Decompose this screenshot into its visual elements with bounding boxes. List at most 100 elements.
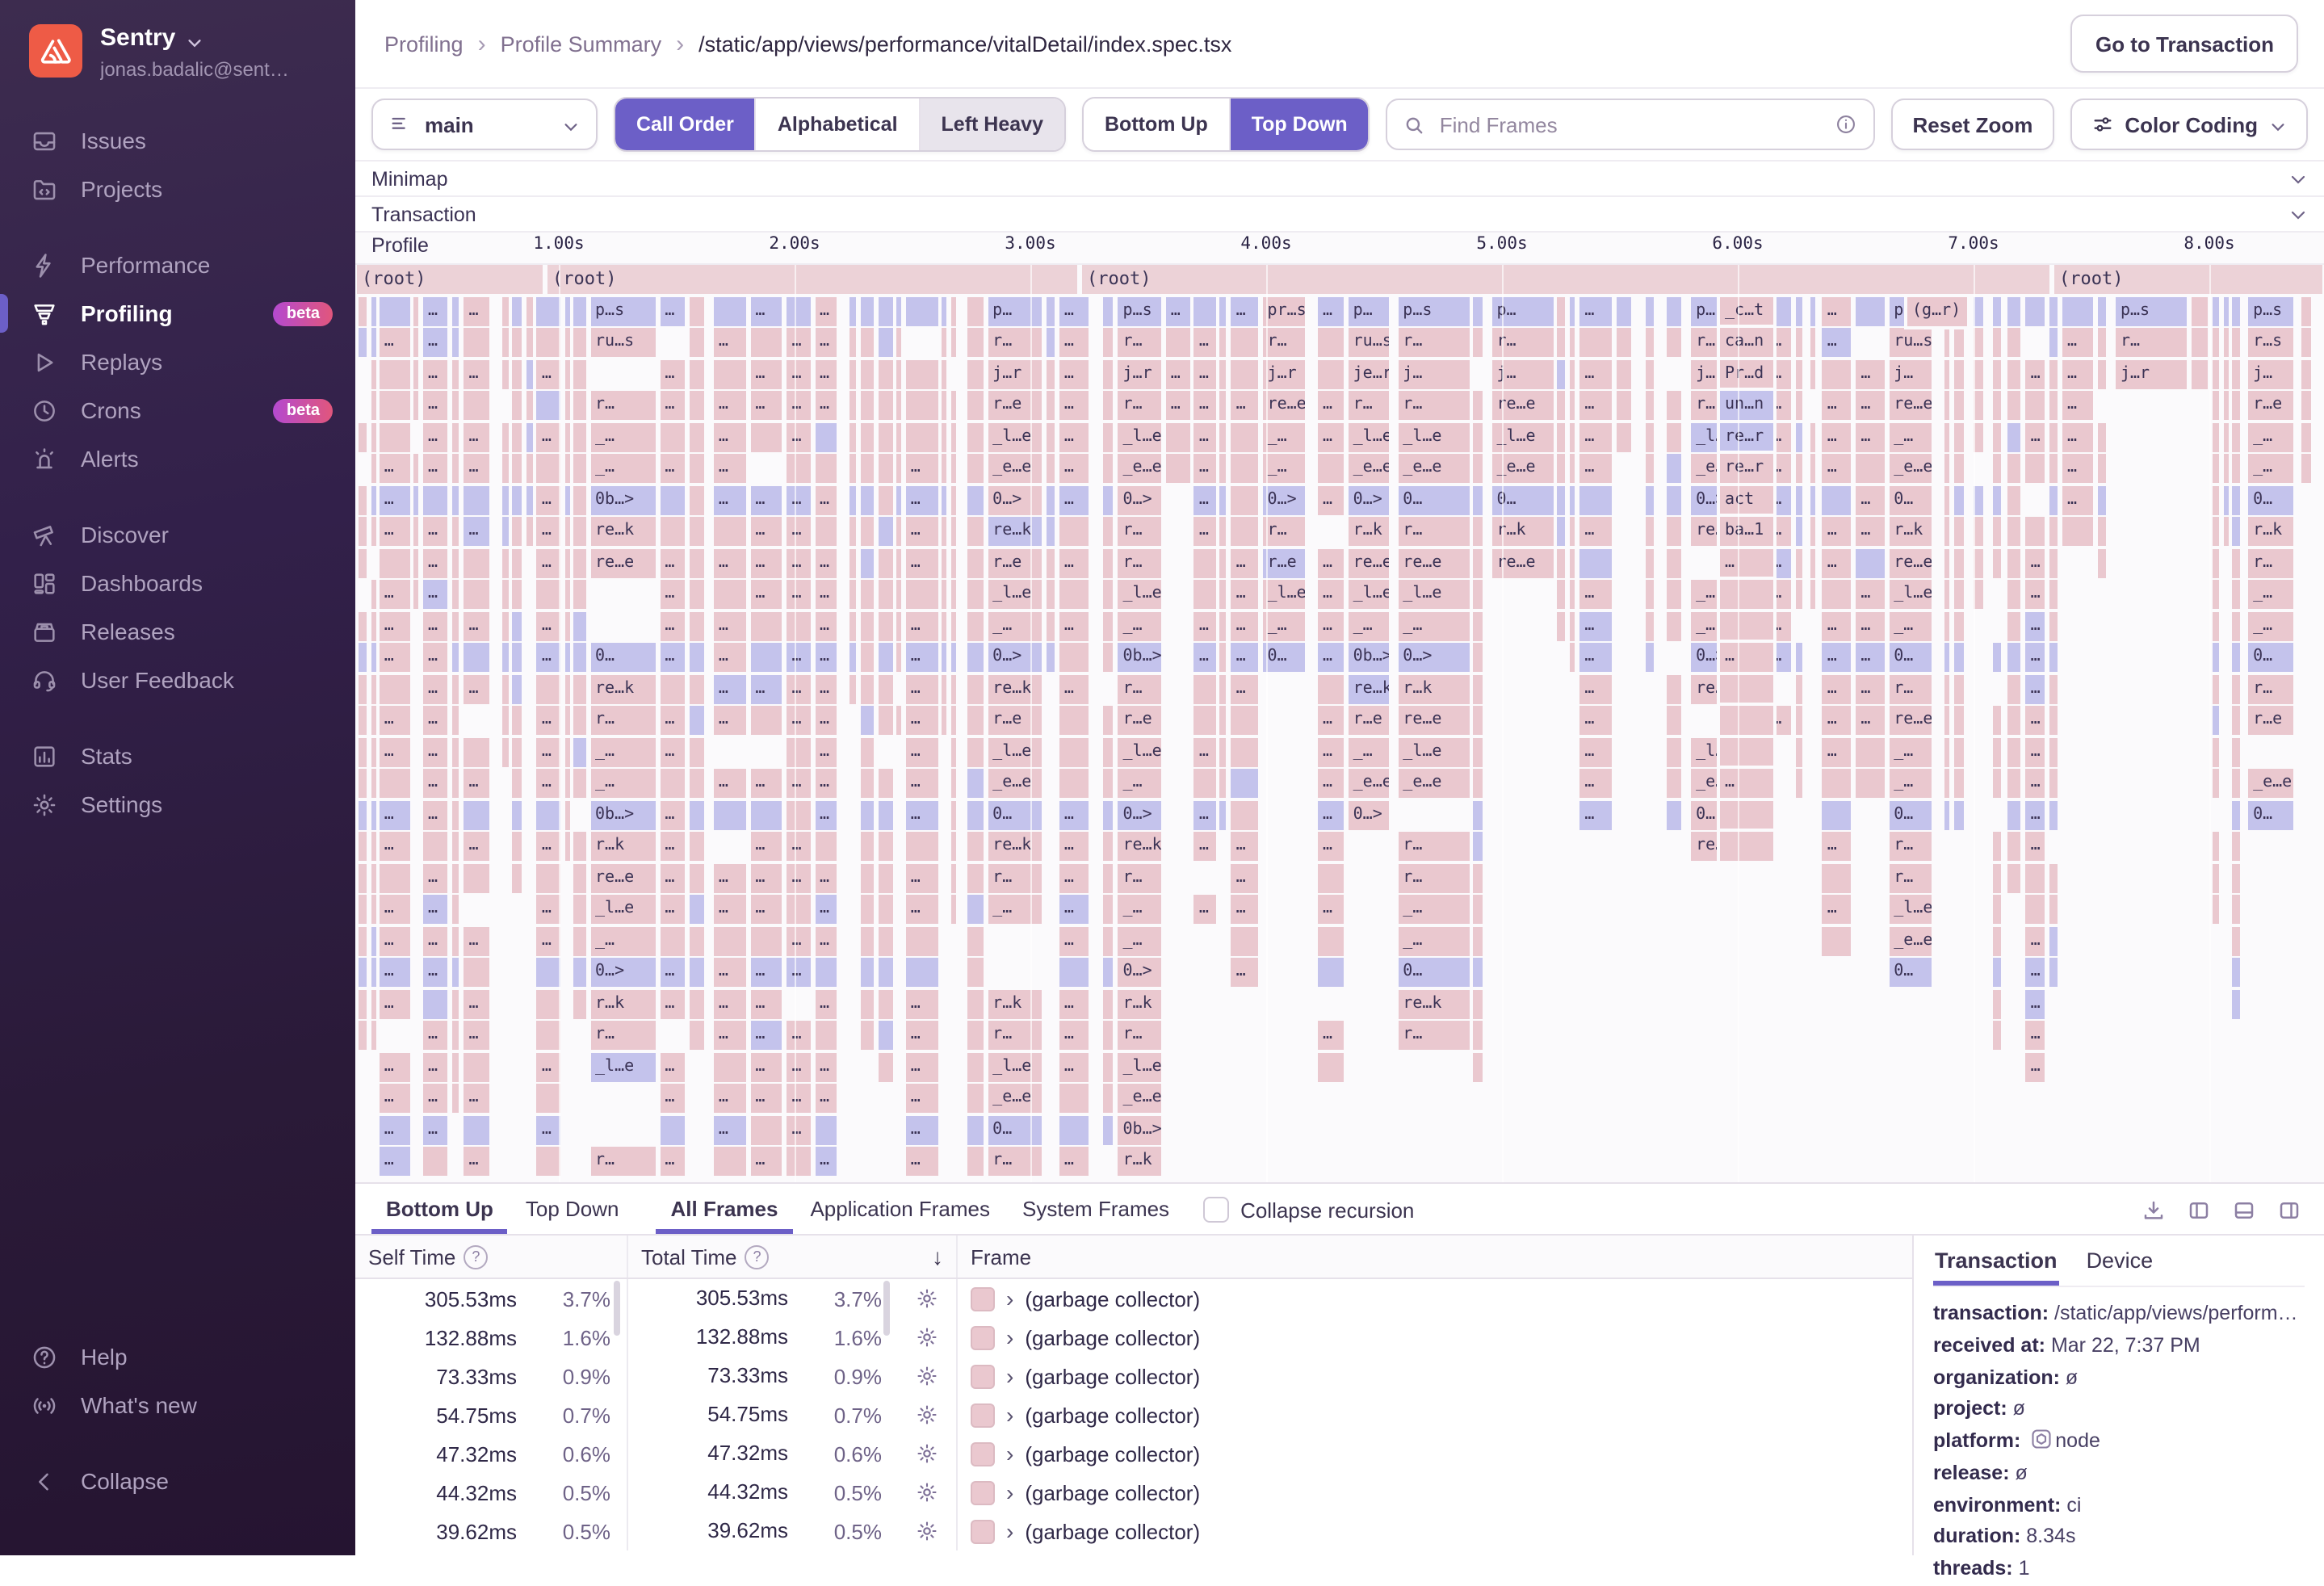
flame-block[interactable] bbox=[1474, 611, 1483, 640]
expand-chevron-icon[interactable]: › bbox=[1006, 1402, 1013, 1428]
flame-block[interactable]: … bbox=[1194, 454, 1215, 483]
flame-block[interactable]: r… bbox=[2116, 328, 2187, 357]
flame-block[interactable]: 0… bbox=[2248, 643, 2293, 672]
flame-block[interactable]: … bbox=[750, 548, 782, 577]
flame-block[interactable] bbox=[423, 989, 448, 1018]
flame-block[interactable]: r… bbox=[1398, 391, 1469, 420]
flame-block[interactable]: r… bbox=[1118, 517, 1162, 546]
flame-block[interactable]: … bbox=[1194, 517, 1215, 546]
flame-block[interactable] bbox=[1570, 296, 1575, 325]
flame-block[interactable] bbox=[815, 517, 836, 546]
flame-block[interactable] bbox=[878, 485, 892, 514]
flame-block[interactable] bbox=[2049, 769, 2058, 798]
flame-block[interactable] bbox=[1570, 611, 1575, 640]
flame-block[interactable] bbox=[1667, 611, 1681, 640]
flame-block[interactable] bbox=[2213, 580, 2220, 609]
flame-block[interactable] bbox=[942, 643, 947, 672]
flame-block[interactable] bbox=[2213, 832, 2220, 861]
flame-block[interactable]: 0… bbox=[1889, 485, 1931, 514]
flame-block[interactable]: 0…> bbox=[1118, 800, 1162, 829]
flame-block[interactable] bbox=[2099, 517, 2107, 546]
flame-block[interactable] bbox=[1810, 454, 1815, 483]
flame-block[interactable] bbox=[714, 517, 746, 546]
flame-block[interactable] bbox=[1954, 485, 1965, 514]
flame-block[interactable] bbox=[1166, 454, 1189, 483]
flame-block[interactable] bbox=[950, 454, 955, 483]
flame-block[interactable] bbox=[1318, 1052, 1344, 1081]
flame-block[interactable]: … bbox=[906, 674, 938, 703]
flame-block[interactable]: … bbox=[1231, 580, 1258, 609]
flame-block[interactable] bbox=[2232, 580, 2241, 609]
flame-block[interactable] bbox=[1570, 359, 1575, 388]
flame-block[interactable] bbox=[423, 485, 448, 514]
flame-block[interactable] bbox=[849, 485, 857, 514]
flame-block[interactable] bbox=[1474, 328, 1483, 357]
flame-block[interactable] bbox=[689, 454, 704, 483]
flame-block[interactable]: … bbox=[1194, 737, 1215, 766]
flame-block[interactable] bbox=[967, 1021, 983, 1050]
flame-block[interactable] bbox=[380, 674, 410, 703]
frame-cell[interactable]: ›(garbage collector) bbox=[956, 1473, 1912, 1512]
scrollbar-thumb[interactable] bbox=[883, 1281, 890, 1336]
flame-block[interactable] bbox=[878, 643, 892, 672]
flame-block[interactable] bbox=[689, 832, 704, 861]
sidebar-item-releases[interactable]: Releases bbox=[0, 608, 355, 657]
flame-block[interactable]: _c…t bbox=[1720, 296, 1773, 325]
flame-block[interactable] bbox=[1646, 296, 1654, 325]
flame-block[interactable] bbox=[967, 958, 983, 987]
flame-block[interactable] bbox=[1810, 517, 1815, 546]
flame-block[interactable]: … bbox=[1231, 832, 1258, 861]
flame-block[interactable] bbox=[689, 926, 704, 955]
flame-block[interactable] bbox=[2049, 296, 2058, 325]
flame-block[interactable]: 0… bbox=[988, 1115, 1041, 1144]
flame-block[interactable]: _… bbox=[1118, 611, 1162, 640]
sort-descending-icon[interactable]: ↓ bbox=[932, 1244, 943, 1269]
flame-block[interactable] bbox=[1994, 832, 2001, 861]
flame-block[interactable] bbox=[714, 926, 746, 955]
flame-block[interactable] bbox=[689, 548, 704, 577]
flame-block[interactable]: r… bbox=[1118, 548, 1162, 577]
flame-block[interactable] bbox=[414, 391, 419, 420]
flame-block[interactable] bbox=[1104, 611, 1114, 640]
flame-block[interactable]: je…r bbox=[1349, 359, 1389, 388]
flame-block[interactable] bbox=[1945, 391, 1950, 420]
flame-block[interactable] bbox=[1046, 643, 1055, 672]
flame-block[interactable]: p… bbox=[1349, 296, 1389, 325]
flame-block[interactable] bbox=[1059, 580, 1089, 609]
flame-block[interactable]: _… bbox=[1263, 611, 1305, 640]
flame-block[interactable] bbox=[967, 926, 983, 955]
flame-block[interactable]: … bbox=[380, 706, 410, 735]
flame-block[interactable] bbox=[1220, 611, 1227, 640]
flame-block[interactable]: re…e bbox=[1491, 548, 1553, 577]
tab-system-frames[interactable]: System Frames bbox=[1008, 1187, 1184, 1234]
flame-block[interactable]: … bbox=[1856, 422, 1884, 451]
flame-block[interactable] bbox=[1667, 422, 1681, 451]
flame-block[interactable] bbox=[1558, 454, 1566, 483]
flame-block[interactable] bbox=[513, 296, 522, 325]
flame-block[interactable]: … bbox=[423, 643, 448, 672]
flame-block[interactable] bbox=[2026, 454, 2045, 483]
flame-block[interactable]: … bbox=[787, 391, 810, 420]
flame-block[interactable] bbox=[2008, 391, 2021, 420]
flame-block[interactable]: … bbox=[2026, 643, 2045, 672]
flame-block[interactable]: re…k bbox=[1118, 832, 1162, 861]
flame-block[interactable] bbox=[2192, 328, 2209, 357]
flame-block[interactable]: 0…> bbox=[1398, 643, 1469, 672]
flame-block[interactable] bbox=[2213, 863, 2220, 892]
sidebar-item-performance[interactable]: Performance bbox=[0, 241, 355, 290]
flame-block[interactable] bbox=[2008, 485, 2021, 514]
flame-block[interactable]: (g…r) bbox=[1907, 296, 1967, 325]
flame-block[interactable] bbox=[897, 391, 902, 420]
flame-block[interactable] bbox=[1796, 517, 1802, 546]
flame-block[interactable] bbox=[950, 391, 955, 420]
flame-block[interactable] bbox=[897, 580, 902, 609]
flame-block[interactable]: … bbox=[660, 580, 684, 609]
flame-block[interactable] bbox=[1810, 328, 1815, 357]
tab-all-frames[interactable]: All Frames bbox=[657, 1187, 793, 1234]
flame-block[interactable]: … bbox=[423, 706, 448, 735]
flame-block[interactable] bbox=[371, 422, 376, 451]
flame-block[interactable] bbox=[660, 422, 684, 451]
flame-block[interactable] bbox=[689, 580, 704, 609]
flame-block[interactable]: … bbox=[1579, 769, 1612, 798]
flame-block[interactable]: re…k bbox=[1398, 989, 1469, 1018]
